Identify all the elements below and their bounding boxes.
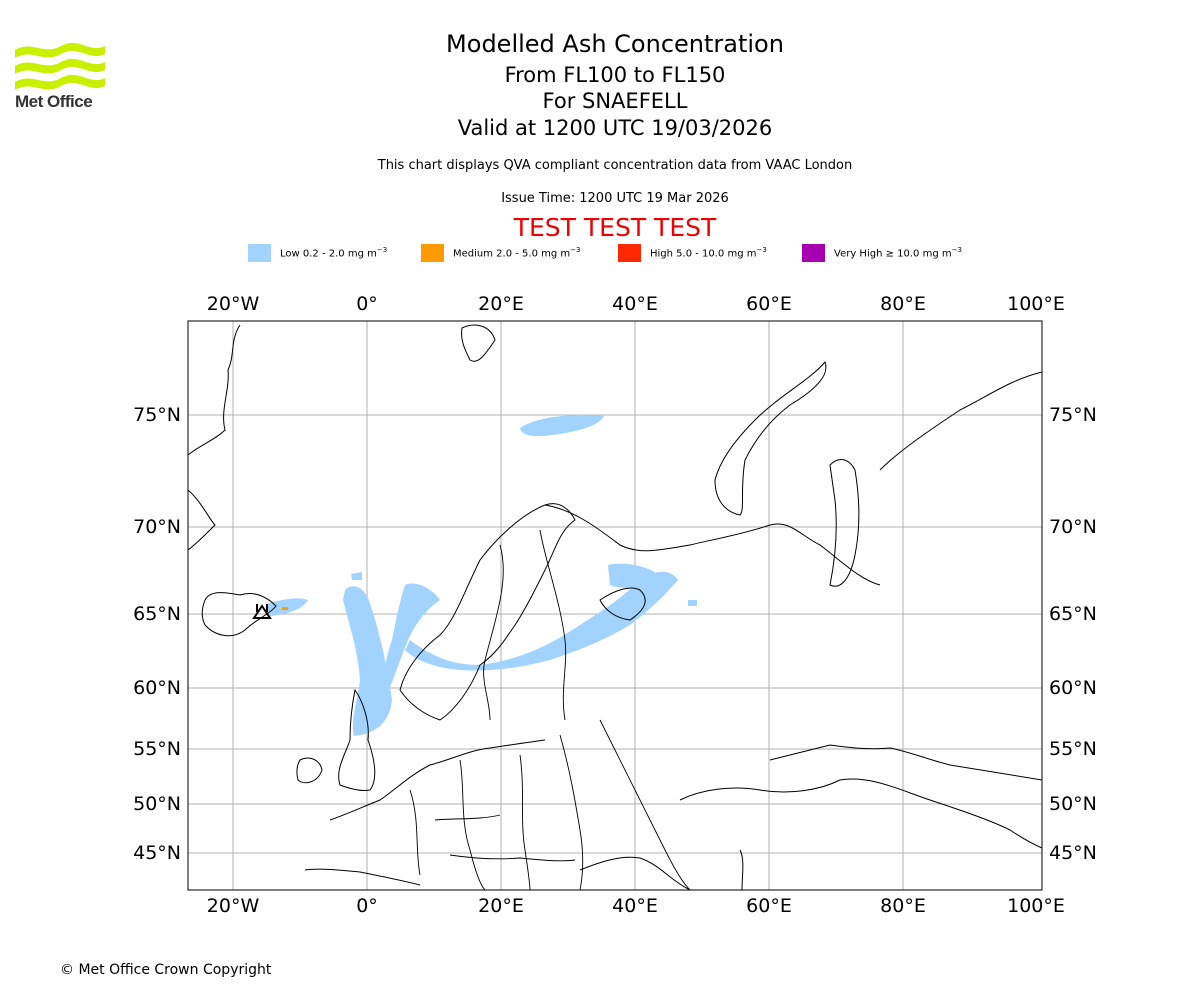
- legend: Low 0.2 - 2.0 mg m−3 Medium 2.0 - 5.0 mg…: [0, 244, 1200, 264]
- lat-labels-right: 75°N 70°N 65°N 60°N 55°N 50°N 45°N: [1049, 404, 1097, 864]
- lat-labels-left: 75°N 70°N 65°N 60°N 55°N 50°N 45°N: [133, 404, 181, 864]
- lat-tick-label: 65°N: [133, 603, 181, 625]
- legend-label-very-high: Very High ≥ 10.0 mg m−3: [834, 246, 962, 260]
- volcano-name: For SNAEFELL: [542, 89, 688, 113]
- lat-tick-label: 65°N: [1049, 603, 1097, 625]
- lon-tick-label: 20°E: [478, 293, 524, 315]
- lat-tick-label: 55°N: [1049, 738, 1097, 760]
- ash-medium-patch: [282, 607, 288, 610]
- copyright: © Met Office Crown Copyright: [60, 962, 272, 978]
- lon-tick-label: 80°E: [880, 293, 926, 315]
- lat-tick-label: 70°N: [133, 516, 181, 538]
- legend-label-low: Low 0.2 - 2.0 mg m−3: [280, 246, 388, 260]
- legend-swatch-high: [618, 244, 641, 262]
- test-banner: TEST TEST TEST: [513, 213, 717, 242]
- legend-item-very-high: Very High ≥ 10.0 mg m−3: [802, 244, 962, 262]
- lat-tick-label: 70°N: [1049, 516, 1097, 538]
- issue-time: Issue Time: 1200 UTC 19 Mar 2026: [501, 191, 729, 206]
- lon-tick-label: 20°E: [478, 895, 524, 917]
- lon-tick-label: 40°E: [612, 895, 658, 917]
- lat-tick-label: 75°N: [133, 404, 181, 426]
- country-borders: [409, 529, 691, 890]
- map-frame: [187, 320, 1043, 891]
- lat-tick-label: 60°N: [133, 677, 181, 699]
- flight-levels: From FL100 to FL150: [504, 63, 726, 87]
- lon-tick-label: 40°E: [612, 293, 658, 315]
- lon-tick-label: 100°E: [1007, 895, 1065, 917]
- legend-swatch-very-high: [802, 244, 825, 262]
- lon-labels-top: 20°W 0° 20°E 40°E 60°E 80°E 100°E: [207, 293, 1065, 315]
- lon-tick-label: 100°E: [1007, 293, 1065, 315]
- lat-tick-label: 60°N: [1049, 677, 1097, 699]
- legend-label-high: High 5.0 - 10.0 mg m−3: [650, 246, 767, 260]
- lon-tick-label: 0°: [356, 293, 378, 315]
- legend-item-low: Low 0.2 - 2.0 mg m−3: [248, 244, 387, 262]
- ash-low-concentration: [266, 415, 697, 736]
- lon-tick-label: 20°W: [207, 293, 260, 315]
- logo-text: Met Office: [15, 92, 93, 111]
- lat-tick-label: 45°N: [133, 842, 181, 864]
- lon-tick-label: 60°E: [746, 293, 792, 315]
- legend-swatch-low: [248, 244, 271, 262]
- valid-time: Valid at 1200 UTC 19/03/2026: [457, 116, 773, 140]
- legend-swatch-medium: [421, 244, 444, 262]
- description: This chart displays QVA compliant concen…: [377, 158, 853, 173]
- lat-tick-label: 50°N: [1049, 793, 1097, 815]
- legend-item-high: High 5.0 - 10.0 mg m−3: [618, 244, 767, 262]
- map-content: [188, 321, 1042, 890]
- met-office-logo-icon: [15, 42, 105, 90]
- lat-tick-label: 75°N: [1049, 404, 1097, 426]
- lat-tick-label: 45°N: [1049, 842, 1097, 864]
- legend-item-medium: Medium 2.0 - 5.0 mg m−3: [421, 244, 580, 262]
- volcano-marker: [252, 604, 272, 619]
- lat-tick-label: 50°N: [133, 793, 181, 815]
- lon-tick-label: 60°E: [746, 895, 792, 917]
- legend-label-medium: Medium 2.0 - 5.0 mg m−3: [453, 246, 581, 260]
- lon-tick-label: 0°: [356, 895, 378, 917]
- lat-tick-label: 55°N: [133, 738, 181, 760]
- lon-tick-label: 20°W: [207, 895, 260, 917]
- lon-tick-label: 80°E: [880, 895, 926, 917]
- lon-labels-bottom: 20°W 0° 20°E 40°E 60°E 80°E 100°E: [207, 895, 1065, 917]
- chart-title: Modelled Ash Concentration: [446, 30, 784, 58]
- coastlines: [188, 324, 1042, 890]
